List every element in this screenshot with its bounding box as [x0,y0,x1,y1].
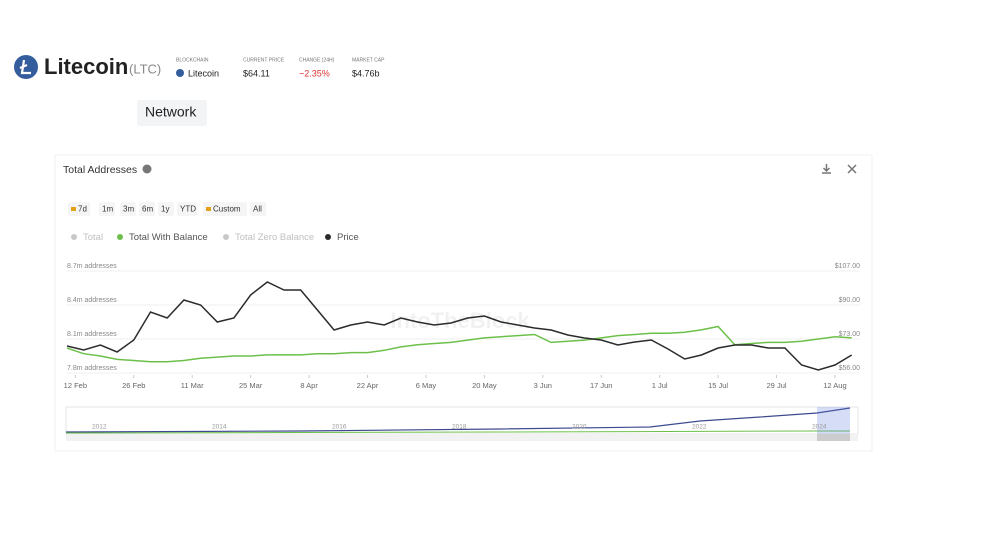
series-line [66,281,853,371]
y-tick-label: 8.1m addresses [67,331,117,338]
legend-marker[interactable] [71,234,77,240]
download-icon[interactable] [822,164,831,174]
legend-marker[interactable] [223,234,229,240]
y-tick-label: 8.4m addresses [67,297,117,304]
stat-label: BLOCKCHAIN [176,57,209,63]
legend-marker[interactable] [325,234,331,240]
stats: BLOCKCHAIN Litecoin CURRENT PRICE $64.11 CHA… [176,57,385,78]
x-tick-label: 12 Aug [823,381,846,390]
stat-value: −2.35% [299,68,330,78]
range-button-label[interactable]: 1m [102,205,113,214]
range-button[interactable] [250,202,266,216]
x-tick-label: 8 Apr [300,381,318,390]
navigator-line [65,407,851,433]
x-tick-label: 25 Mar [239,381,263,390]
stat-value: Litecoin [188,68,219,78]
series-line [66,325,852,363]
logo [14,55,38,79]
coin-name: Litecoin [44,54,128,79]
range-button-label[interactable]: All [253,205,262,214]
range-button[interactable] [120,202,136,216]
stat-label: CURRENT PRICE [243,57,285,63]
range-button-label[interactable]: Custom [213,205,241,214]
legend-marker[interactable] [117,234,123,240]
x-tick-label: 1 Jul [652,381,668,390]
navigator-year: 2014 [212,424,227,431]
scrollbar-thumb[interactable] [817,434,850,441]
legend-label[interactable]: Total [83,232,103,243]
navigator-year: 2022 [692,424,707,431]
stat-label: MARKET CAP [352,57,385,63]
y2-tick-label: $107.00 [835,263,860,270]
x-tick-label: 26 Feb [122,381,145,390]
range-button-label[interactable]: 3m [123,205,134,214]
stat-value: $4.76b [352,68,380,78]
y2-tick-label: $90.00 [839,297,861,304]
navigator-year: 2012 [92,424,107,431]
y-tick-label: 8.7m addresses [67,263,117,270]
x-tick-label: 3 Jun [534,381,552,390]
range-button-label[interactable]: 1y [161,205,169,214]
legend-label[interactable]: Total Zero Balance [235,232,314,243]
navigator-year: 2018 [452,424,467,431]
range-button-label[interactable]: 7d [78,205,87,214]
range-button[interactable] [68,202,90,216]
range-button[interactable] [139,202,155,216]
x-tick-label: 11 Mar [181,381,204,390]
chart: 7d 1m 3m 6m 1y YTD Custom All Total Total With Ba… [64,202,860,390]
legend-label[interactable]: Total With Balance [129,232,208,243]
x-tick-label: 15 Jul [708,381,728,390]
lock-icon [71,207,76,211]
x-tick-label: 6 May [416,381,437,390]
lock-icon [206,207,211,211]
fullscreen-icon[interactable] [847,164,857,174]
range-button[interactable] [203,202,247,216]
x-tick-label: 22 Apr [357,381,379,390]
legend-label[interactable]: Price [337,232,359,243]
help-icon[interactable] [142,164,152,174]
y2-tick-label: $56.00 [839,365,861,372]
range-button-label[interactable]: YTD [180,205,196,214]
navigator-selection[interactable] [817,407,850,434]
navigator-year: 2016 [332,424,347,431]
scrollbar[interactable] [66,434,858,441]
range-button[interactable] [177,202,197,216]
navigator-line [65,430,850,434]
stat-value: $64.11 [243,68,270,78]
navigator-year: 2020 [572,424,587,431]
y-tick-label: 7.8m addresses [67,365,117,372]
x-tick-label: 20 May [472,381,497,390]
y2-tick-label: $73.00 [839,331,861,338]
stat-label: CHANGE (24H) [299,57,335,63]
stat-icon [176,69,184,77]
x-tick-label: 29 Jul [767,381,787,390]
x-tick-label: 17 Jun [590,381,613,390]
coin-ticker: (LTC) [129,61,161,76]
range-button[interactable] [99,202,115,216]
tab[interactable]: Network [145,104,197,120]
chart-title: Total Addresses [63,164,137,176]
range-button[interactable] [158,202,174,216]
tab-bg[interactable] [137,100,207,126]
range-button-label[interactable]: 6m [142,205,153,214]
navigator-year: 2024 [812,424,827,431]
logo-glyph [19,59,31,75]
x-tick-label: 12 Feb [64,381,87,390]
